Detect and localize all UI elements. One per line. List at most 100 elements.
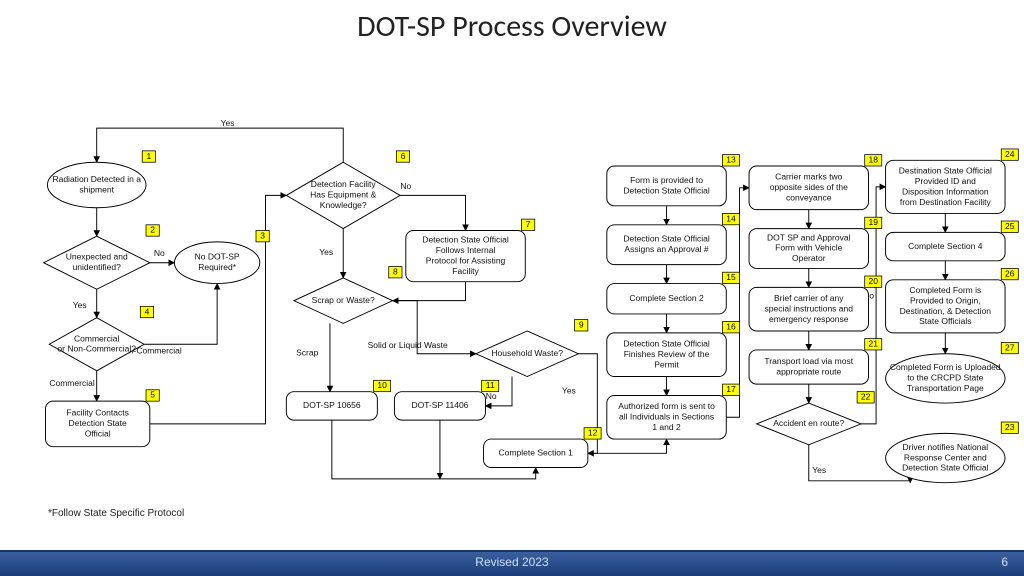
svg-text:Yes: Yes bbox=[73, 300, 87, 310]
svg-text:Follows Internal: Follows Internal bbox=[436, 245, 496, 255]
svg-text:from Destination Facility: from Destination Facility bbox=[900, 197, 992, 207]
svg-text:Detection State Official: Detection State Official bbox=[902, 463, 989, 473]
svg-text:3: 3 bbox=[260, 230, 265, 240]
svg-text:Operator: Operator bbox=[792, 253, 826, 263]
svg-text:DOT-SP 11406: DOT-SP 11406 bbox=[411, 400, 468, 410]
svg-text:Household Waste?: Household Waste? bbox=[491, 348, 563, 358]
svg-text:Provided to Origin,: Provided to Origin, bbox=[910, 295, 981, 305]
svg-text:Detection Facility: Detection Facility bbox=[311, 179, 377, 189]
svg-text:10: 10 bbox=[377, 380, 387, 390]
node-n12: Complete Section 112 bbox=[484, 428, 602, 468]
svg-text:Scrap or Waste?: Scrap or Waste? bbox=[312, 295, 375, 305]
svg-text:Form with Vehicle: Form with Vehicle bbox=[775, 243, 842, 253]
svg-text:to the CRCPD State: to the CRCPD State bbox=[907, 373, 983, 383]
svg-text:Yes: Yes bbox=[812, 465, 826, 475]
node-n14: Detection State OfficialAssigns an Appro… bbox=[607, 213, 740, 264]
svg-text:appropriate route: appropriate route bbox=[776, 366, 841, 376]
svg-text:Complete Section 1: Complete Section 1 bbox=[499, 448, 574, 458]
svg-text:Completed Form is: Completed Form is bbox=[909, 285, 981, 295]
svg-text:Accident en route?: Accident en route? bbox=[773, 418, 844, 428]
footer-revised: Revised 2023 bbox=[475, 555, 548, 569]
svg-text:Authorized form is sent to: Authorized form is sent to bbox=[618, 401, 715, 411]
svg-text:Unexpected and: Unexpected and bbox=[66, 252, 128, 262]
svg-text:13: 13 bbox=[726, 155, 736, 165]
svg-text:23: 23 bbox=[1005, 422, 1015, 432]
svg-text:2: 2 bbox=[150, 225, 155, 235]
svg-text:1: 1 bbox=[146, 151, 151, 161]
svg-text:Response Center and: Response Center and bbox=[904, 452, 987, 462]
svg-text:Yes: Yes bbox=[562, 386, 576, 396]
svg-text:20: 20 bbox=[869, 276, 879, 286]
node-n15: Complete Section 215 bbox=[607, 272, 740, 314]
node-n1: Radiation Detected in ashipment 1 bbox=[47, 151, 155, 208]
footer-bar: Revised 2023 6 bbox=[0, 550, 1024, 576]
svg-text:25: 25 bbox=[1005, 221, 1015, 231]
node-n26: Completed Form isProvided to Origin,Dest… bbox=[886, 268, 1019, 333]
svg-text:21: 21 bbox=[869, 339, 879, 349]
footer-page: 6 bbox=[1001, 555, 1008, 569]
svg-text:Solid or Liquid Waste: Solid or Liquid Waste bbox=[368, 340, 448, 350]
node-n17: Authorized form is sent toall Individual… bbox=[607, 384, 740, 439]
node-n4: Commercialor Non-Commercial?4 bbox=[49, 306, 153, 371]
svg-text:Transport load via most: Transport load via most bbox=[764, 356, 853, 366]
svg-text:unidentified?: unidentified? bbox=[73, 262, 122, 272]
node-n20: Brief carrier of anyspecial instructions… bbox=[749, 276, 882, 331]
svg-text:26: 26 bbox=[1005, 268, 1015, 278]
svg-text:all Individuals in Sections: all Individuals in Sections bbox=[619, 412, 714, 422]
svg-text:Form is provided to: Form is provided to bbox=[630, 175, 703, 185]
svg-text:4: 4 bbox=[145, 306, 150, 316]
svg-text:opposite sides of the: opposite sides of the bbox=[770, 182, 848, 192]
svg-text:Provided ID and: Provided ID and bbox=[915, 176, 976, 186]
svg-text:Detection State Official: Detection State Official bbox=[623, 185, 710, 195]
svg-text:No: No bbox=[154, 248, 165, 258]
svg-text:conveyance: conveyance bbox=[786, 193, 832, 203]
node-n19: DOT SP and ApprovalForm with VehicleOper… bbox=[749, 217, 882, 268]
svg-text:Required*: Required* bbox=[198, 262, 237, 272]
svg-text:9: 9 bbox=[579, 320, 584, 330]
svg-text:Detection State Official: Detection State Official bbox=[623, 234, 710, 244]
svg-text:Knowledge?: Knowledge? bbox=[320, 200, 367, 210]
node-n11: DOT-SP 11406 11 bbox=[394, 380, 498, 420]
svg-text:No: No bbox=[486, 391, 497, 401]
svg-text:Radiation Detected in a: Radiation Detected in a bbox=[52, 174, 141, 184]
svg-text:Disposition Information: Disposition Information bbox=[902, 186, 989, 196]
svg-text:11: 11 bbox=[486, 380, 495, 390]
svg-text:State Officials: State Officials bbox=[919, 316, 971, 326]
svg-text:Yes: Yes bbox=[319, 247, 333, 257]
svg-text:18: 18 bbox=[869, 155, 879, 165]
svg-text:19: 19 bbox=[869, 217, 879, 227]
svg-text:24: 24 bbox=[1005, 149, 1015, 159]
svg-text:Permit: Permit bbox=[654, 359, 679, 369]
svg-text:16: 16 bbox=[726, 321, 736, 331]
node-n23: Driver notifies NationalResponse Center … bbox=[886, 422, 1019, 483]
svg-text:special instructions and: special instructions and bbox=[765, 303, 854, 313]
node-n3: No DOT-SPRequired* 3 bbox=[174, 230, 269, 283]
svg-text:Complete Section 2: Complete Section 2 bbox=[629, 293, 704, 303]
svg-text:8: 8 bbox=[393, 266, 398, 276]
svg-text:Official: Official bbox=[85, 429, 111, 439]
svg-text:Finishes Review of the: Finishes Review of the bbox=[624, 349, 710, 359]
flowchart-canvas: YesNoNon-CommercialCommercialYesNoYesScr… bbox=[0, 0, 1024, 552]
svg-text:Protocol for Assisting: Protocol for Assisting bbox=[426, 256, 506, 266]
svg-text:22: 22 bbox=[861, 392, 871, 402]
svg-text:1 and 2: 1 and 2 bbox=[652, 422, 681, 432]
svg-text:Facility: Facility bbox=[452, 266, 479, 276]
svg-text:Complete Section 4: Complete Section 4 bbox=[908, 241, 983, 251]
slide-stage: DOT-SP Process Overview *Follow State Sp… bbox=[0, 0, 1024, 576]
svg-text:17: 17 bbox=[726, 384, 736, 394]
node-n24: Destination State OfficialProvided ID an… bbox=[886, 149, 1019, 214]
svg-text:Driver notifies National: Driver notifies National bbox=[902, 442, 988, 452]
svg-text:Has Equipment &: Has Equipment & bbox=[310, 190, 377, 200]
node-n18: Carrier marks twoopposite sides of theco… bbox=[749, 155, 882, 210]
svg-text:Brief carrier of any: Brief carrier of any bbox=[774, 293, 844, 303]
svg-text:shipment: shipment bbox=[79, 184, 114, 194]
svg-text:No: No bbox=[400, 181, 411, 191]
node-n27: Completed Form is Uploadedto the CRCPD S… bbox=[886, 342, 1019, 403]
svg-text:5: 5 bbox=[150, 390, 155, 400]
svg-text:Yes: Yes bbox=[221, 118, 235, 128]
svg-text:Commercial: Commercial bbox=[74, 333, 120, 343]
svg-text:Commercial: Commercial bbox=[49, 378, 95, 388]
node-n22: Accident en route? 22 bbox=[757, 392, 875, 445]
svg-text:No DOT-SP: No DOT-SP bbox=[195, 252, 240, 262]
svg-text:Detection State Official: Detection State Official bbox=[422, 235, 509, 245]
